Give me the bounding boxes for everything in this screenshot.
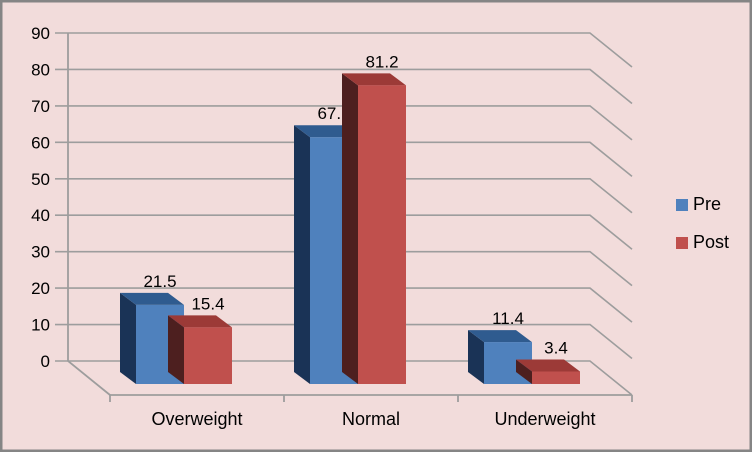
pre-series-swatch-icon bbox=[676, 198, 688, 211]
bars: 21.515.467.181.211.43.4 bbox=[120, 52, 580, 384]
bar-post-overweight: 15.4 bbox=[168, 294, 232, 384]
data-label: 81.2 bbox=[365, 52, 398, 71]
gridline bbox=[55, 105, 633, 141]
legend-item-pre: Pre bbox=[676, 193, 729, 216]
bar-side-face bbox=[120, 292, 136, 384]
y-tick-label: 50 bbox=[31, 170, 50, 189]
y-axis-line bbox=[67, 33, 111, 396]
category-labels: Overweight Normal Underweight bbox=[151, 409, 595, 429]
category-label: Underweight bbox=[494, 409, 595, 429]
legend-label-post: Post bbox=[693, 232, 730, 252]
bar-front-face bbox=[358, 85, 406, 384]
bar-side-face bbox=[294, 125, 310, 384]
y-tick-label: 30 bbox=[31, 243, 50, 262]
data-label: 21.5 bbox=[143, 272, 176, 291]
y-tick-label: 90 bbox=[31, 24, 50, 43]
category-label: Overweight bbox=[151, 409, 242, 429]
bar-top-face bbox=[120, 292, 184, 305]
category-label: Normal bbox=[342, 409, 400, 429]
bar-front-face bbox=[532, 371, 580, 384]
legend-item-post: Post bbox=[676, 231, 729, 254]
bar-post-normal: 81.2 bbox=[342, 52, 406, 384]
y-tick-label: 40 bbox=[31, 206, 50, 225]
y-tick-label: 80 bbox=[31, 60, 50, 79]
legend: Pre Post bbox=[676, 193, 729, 254]
bar-post-underweight: 3.4 bbox=[516, 338, 580, 384]
legend-label-pre: Pre bbox=[693, 194, 722, 214]
gridline bbox=[55, 68, 633, 105]
data-label: 11.4 bbox=[492, 309, 524, 328]
bar-front-face bbox=[184, 327, 232, 384]
bar-top-face bbox=[516, 359, 580, 372]
y-tick-label: 0 bbox=[41, 352, 50, 371]
bar-top-face bbox=[342, 73, 406, 86]
data-label: 3.4 bbox=[544, 338, 568, 357]
y-axis-labels: 0 10 20 30 40 50 60 70 80 90 bbox=[31, 24, 50, 371]
bar-top-face bbox=[168, 315, 232, 328]
y-tick-label: 70 bbox=[31, 97, 50, 116]
bar-side-face bbox=[168, 315, 184, 384]
bar-side-face bbox=[468, 330, 484, 384]
y-tick-label: 20 bbox=[31, 279, 50, 298]
bar-side-face bbox=[342, 73, 358, 384]
bar-side-face bbox=[516, 359, 532, 384]
bar-top-face bbox=[468, 330, 532, 343]
y-tick-label: 60 bbox=[31, 133, 50, 152]
x-axis-line bbox=[109, 394, 633, 402]
y-tick-label: 10 bbox=[31, 316, 50, 335]
data-label: 15.4 bbox=[191, 294, 224, 313]
post-series-swatch-icon bbox=[676, 236, 688, 249]
gridline bbox=[55, 32, 633, 68]
axes bbox=[67, 33, 633, 402]
